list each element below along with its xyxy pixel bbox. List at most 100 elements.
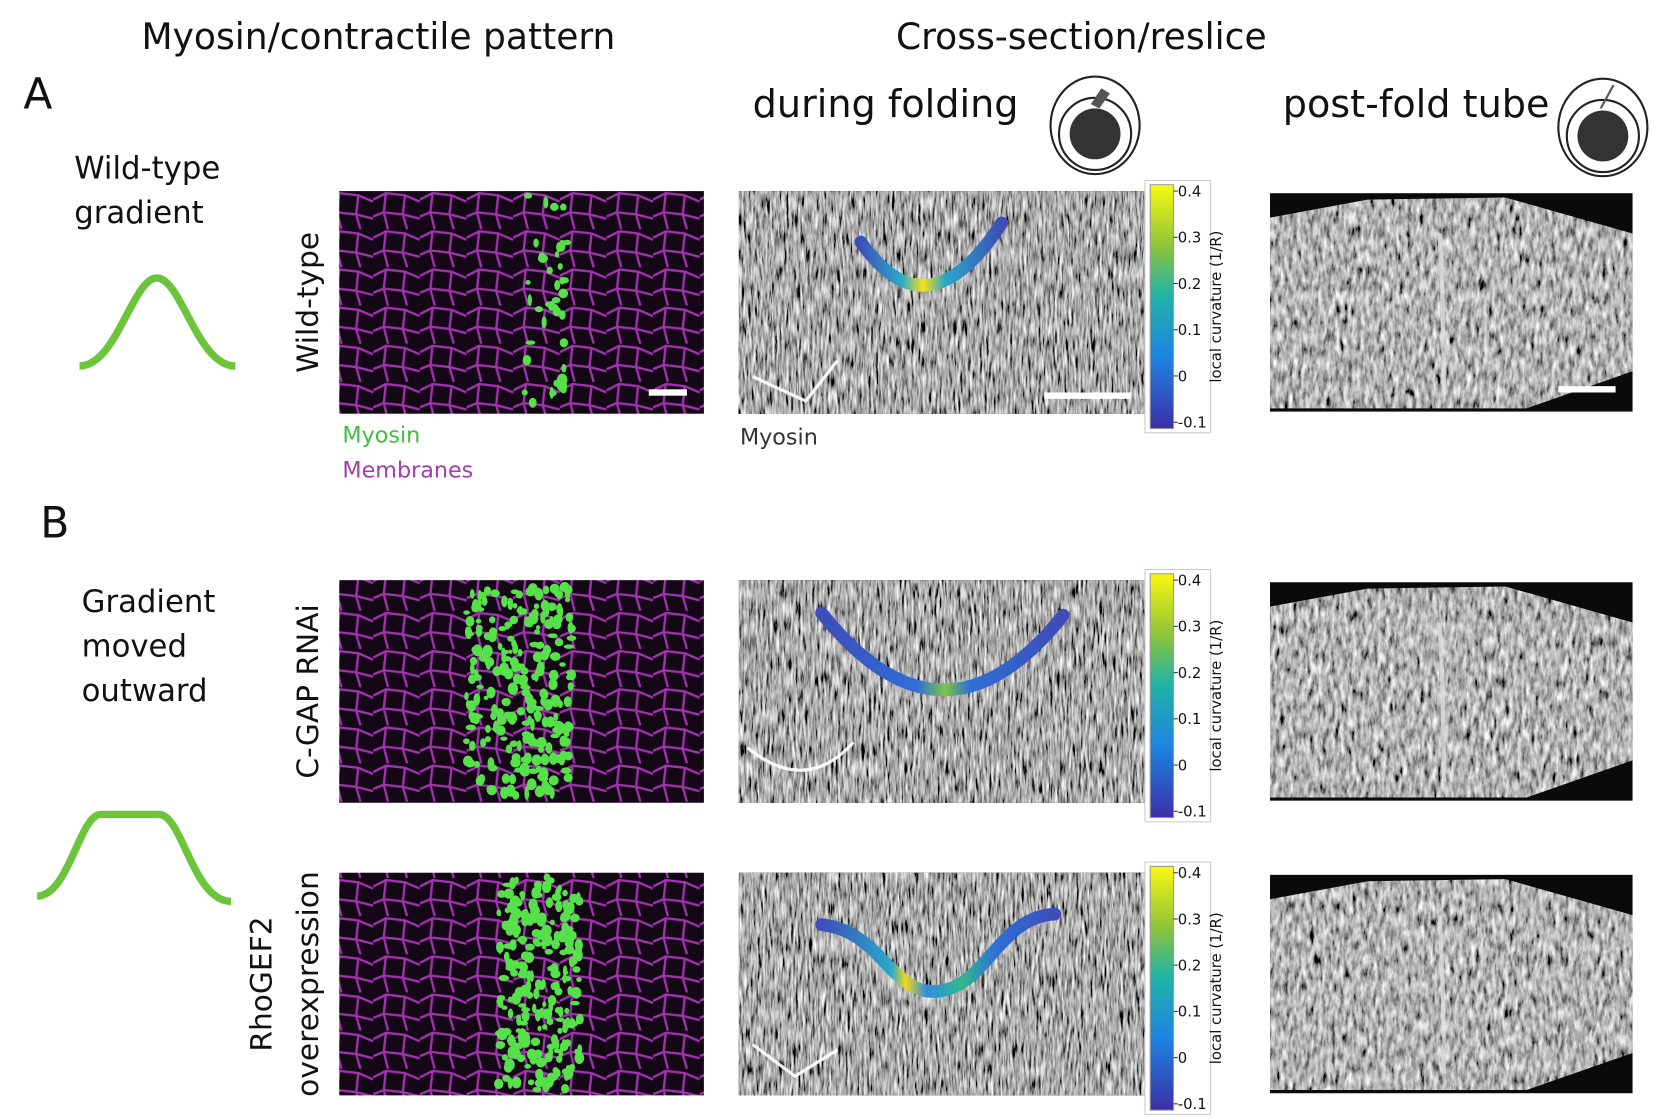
myosin-spot	[497, 890, 506, 898]
myosin-spot	[517, 935, 528, 944]
myosin-spot	[519, 681, 528, 686]
myosin-spot	[547, 633, 558, 639]
myosin-spot	[559, 735, 568, 747]
myosin-spot	[507, 682, 519, 695]
myosin-spot	[528, 397, 537, 408]
myosin-spot	[505, 744, 513, 754]
myosin-spot	[480, 738, 487, 747]
myosin-spot	[521, 731, 532, 738]
gradient-curve	[36, 810, 232, 906]
myosin-spot	[507, 635, 515, 642]
myosin-spot	[532, 651, 543, 663]
myosin-spot	[533, 706, 544, 711]
myosin-spot	[540, 600, 550, 612]
myosin-spot	[507, 964, 516, 970]
myosin-spot	[558, 239, 566, 252]
myosin-spot	[553, 712, 559, 722]
scale-bar	[1558, 386, 1616, 393]
myosin-spot	[536, 661, 545, 674]
myosin-spot	[511, 639, 517, 648]
myosin-spot	[572, 966, 581, 973]
myosin-spot	[534, 786, 545, 798]
myosin-spot	[496, 998, 504, 1005]
myosin-spot	[512, 913, 518, 920]
colorbar	[1149, 865, 1175, 1111]
myosin-spot	[549, 386, 554, 399]
myosin-spot	[532, 1003, 537, 1014]
myosin-spot	[544, 619, 554, 630]
myosin-spot	[502, 943, 513, 949]
myosin-spot	[486, 686, 496, 699]
post-fold-midline	[1437, 233, 1446, 393]
curvature-trace	[815, 907, 1062, 998]
figure-row: RhoGEF2 overexpression 0.4 0.3 0.2 0.1 0 -0.1 lo…	[243, 861, 1633, 1115]
myosin-spot	[557, 606, 564, 618]
myosin-spot	[574, 1048, 579, 1055]
myosin-spot	[541, 780, 550, 791]
myosin-spot	[571, 986, 582, 999]
myosin-spot	[468, 712, 479, 718]
myosin-spot	[534, 979, 543, 991]
myosin-spot	[491, 704, 498, 715]
myosin-spot	[563, 696, 572, 708]
myosin-spot	[564, 597, 571, 603]
myosin-spot	[523, 192, 533, 199]
myosin-spot	[487, 631, 497, 643]
myosin-spot	[561, 1083, 570, 1094]
myosin-spot	[474, 760, 480, 768]
colorbar-tick-label: 0.1	[1178, 711, 1202, 728]
myosin-spot	[543, 699, 553, 711]
myosin-spot	[503, 711, 514, 719]
embryo-icon	[1049, 75, 1141, 176]
myosin-spot	[538, 775, 549, 782]
myosin-spot	[556, 591, 563, 600]
myosin-spot	[501, 595, 508, 608]
myosin-spot	[561, 767, 572, 774]
myosin-spot	[471, 646, 480, 654]
colorbar-tick-label: 0.4	[1178, 183, 1202, 200]
myosin-spot	[550, 1034, 559, 1046]
myosin-spot	[542, 1001, 547, 1007]
myosin-spot	[508, 773, 517, 785]
myosin-spot	[530, 718, 535, 731]
myosin-spot	[490, 589, 500, 598]
myosin-spot	[564, 1039, 572, 1047]
myosin-spot	[524, 693, 534, 705]
myosin-spot	[533, 603, 540, 610]
myosin-spot	[533, 941, 543, 947]
colorbar-tick-label: -0.1	[1178, 804, 1207, 821]
inset-image	[738, 728, 858, 804]
post-fold-image	[1270, 586, 1633, 798]
myosin-spot	[576, 892, 581, 901]
myosin-spot	[566, 670, 574, 675]
myosin-spot	[512, 673, 523, 685]
colorbar-tick-label: 0.2	[1178, 957, 1202, 974]
myosin-spot	[561, 1068, 568, 1075]
myosin-spot	[525, 943, 535, 951]
myosin-spot	[510, 757, 521, 768]
myosin-spot	[495, 725, 506, 736]
colorbar-tick-label: 0.3	[1178, 911, 1202, 928]
myosin-spot	[570, 913, 580, 923]
myosin-spot	[543, 196, 549, 209]
myosin-spot	[507, 1008, 514, 1019]
post-fold-midline	[1437, 622, 1446, 782]
myosin-spot	[487, 757, 495, 770]
colorbar-tick-label: -0.1	[1178, 1096, 1207, 1113]
colorbar-tick-label: 0.1	[1178, 1004, 1202, 1021]
myosin-spot	[566, 722, 574, 731]
myosin-spot	[511, 992, 522, 1005]
myosin-spot	[465, 626, 473, 640]
myosin-spot	[554, 987, 563, 996]
panel-label: B	[40, 499, 69, 548]
myosin-spot	[566, 635, 577, 641]
myosin-spot	[547, 300, 556, 311]
myosin-spot	[560, 203, 567, 211]
myosin-spot	[463, 610, 470, 615]
myosin-spot	[540, 611, 546, 624]
myosin-spot	[535, 625, 541, 630]
myosin-spot	[526, 778, 537, 791]
subheader: during folding	[753, 82, 1019, 126]
myosin-spot	[529, 641, 540, 648]
myosin-spot	[533, 987, 540, 1000]
